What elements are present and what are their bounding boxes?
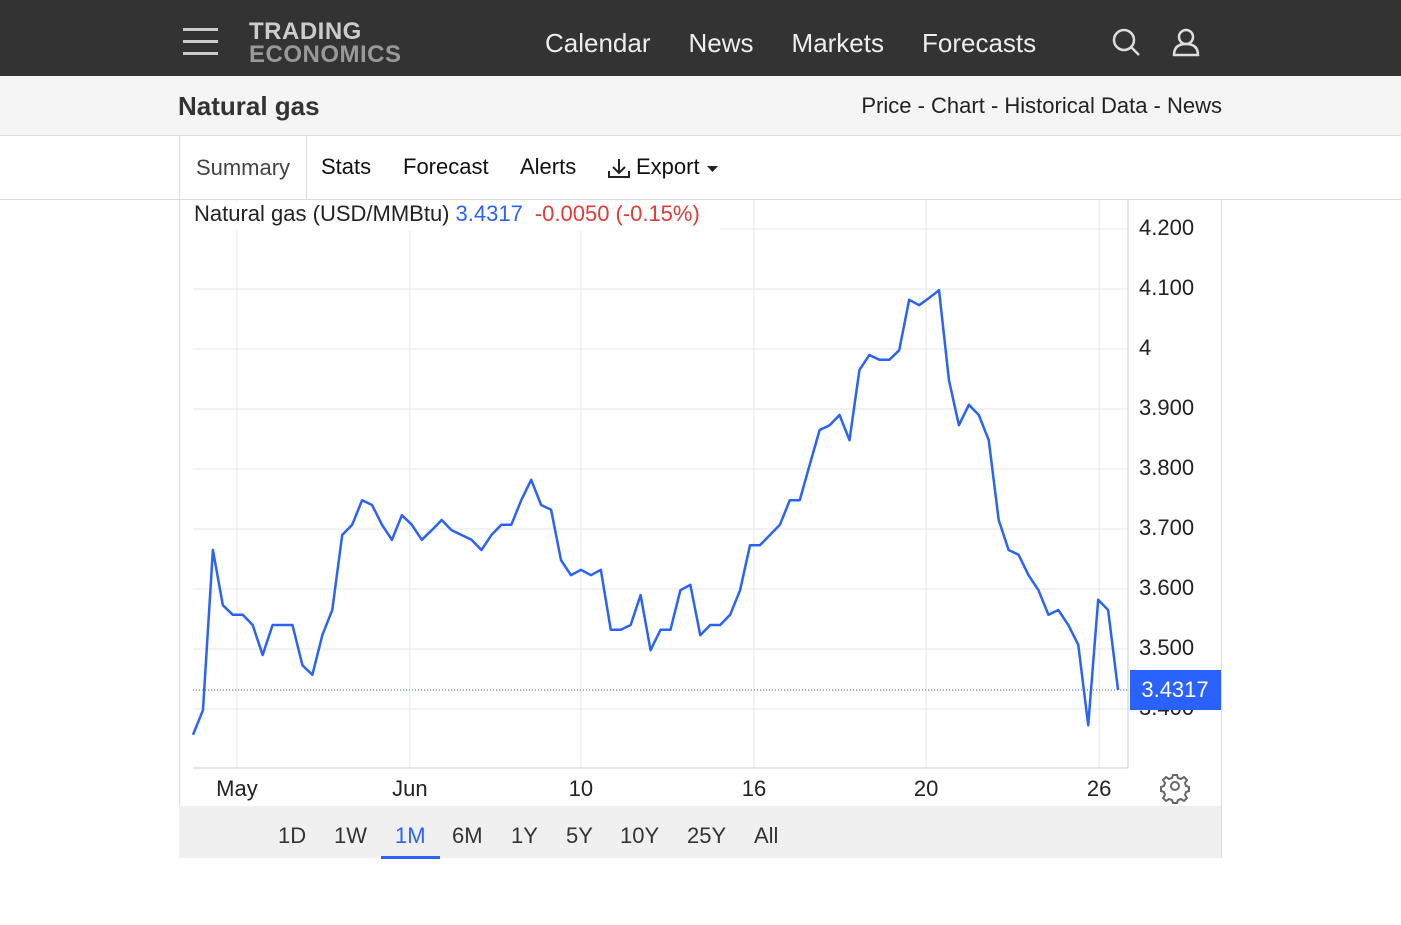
dropdown-caret: [707, 166, 718, 172]
tab[interactable]: Forecast: [403, 154, 489, 179]
tab[interactable]: Export: [636, 154, 700, 179]
tabs: Summary Stats Forecast Alerts Export: [0, 136, 1401, 200]
nav-link[interactable]: News: [688, 28, 754, 58]
tab[interactable]: Summary: [179, 136, 307, 199]
logo-top: TRADING: [249, 18, 362, 45]
range-button[interactable]: All: [754, 823, 779, 848]
tab[interactable]: Stats: [321, 154, 372, 179]
search-icon[interactable]: [1112, 28, 1140, 56]
breadcrumb[interactable]: Price - Chart - Historical Data - News: [861, 93, 1222, 118]
sub-header: Natural gas Price - Chart - Historical D…: [0, 76, 1401, 136]
range-button[interactable]: 10Y: [620, 823, 660, 848]
logo[interactable]: TRADING ECONOMICS: [249, 18, 402, 68]
range-button[interactable]: 5Y: [566, 823, 593, 848]
nav-icons: [1112, 28, 1200, 57]
range-button[interactable]: 6M: [452, 823, 483, 848]
page-title: Natural gas: [178, 91, 320, 121]
nav-link[interactable]: Markets: [791, 28, 884, 58]
logo-bottom: ECONOMICS: [249, 41, 402, 68]
range-button[interactable]: 1M: [381, 823, 440, 859]
download-icon: [608, 159, 630, 178]
menu-button[interactable]: [183, 28, 218, 64]
nav-link[interactable]: Forecasts: [922, 28, 1037, 58]
range-button[interactable]: 1W: [334, 823, 367, 848]
range-button[interactable]: 25Y: [687, 823, 727, 848]
nav-links: Calendar News Markets Forecasts: [545, 28, 1074, 59]
user-icon[interactable]: [1172, 28, 1200, 57]
range-bar: 1D 1W 1M 6M 1Y 5Y 10Y 25Y All: [179, 806, 1221, 859]
range-button[interactable]: 1D: [278, 823, 307, 848]
tab[interactable]: Alerts: [520, 154, 577, 179]
top-bar: TRADING ECONOMICS Calendar News Markets Fore…: [0, 0, 1401, 76]
nav-link[interactable]: Calendar: [545, 28, 651, 58]
chart-box: [179, 199, 1222, 858]
range-button[interactable]: 1Y: [511, 823, 538, 848]
